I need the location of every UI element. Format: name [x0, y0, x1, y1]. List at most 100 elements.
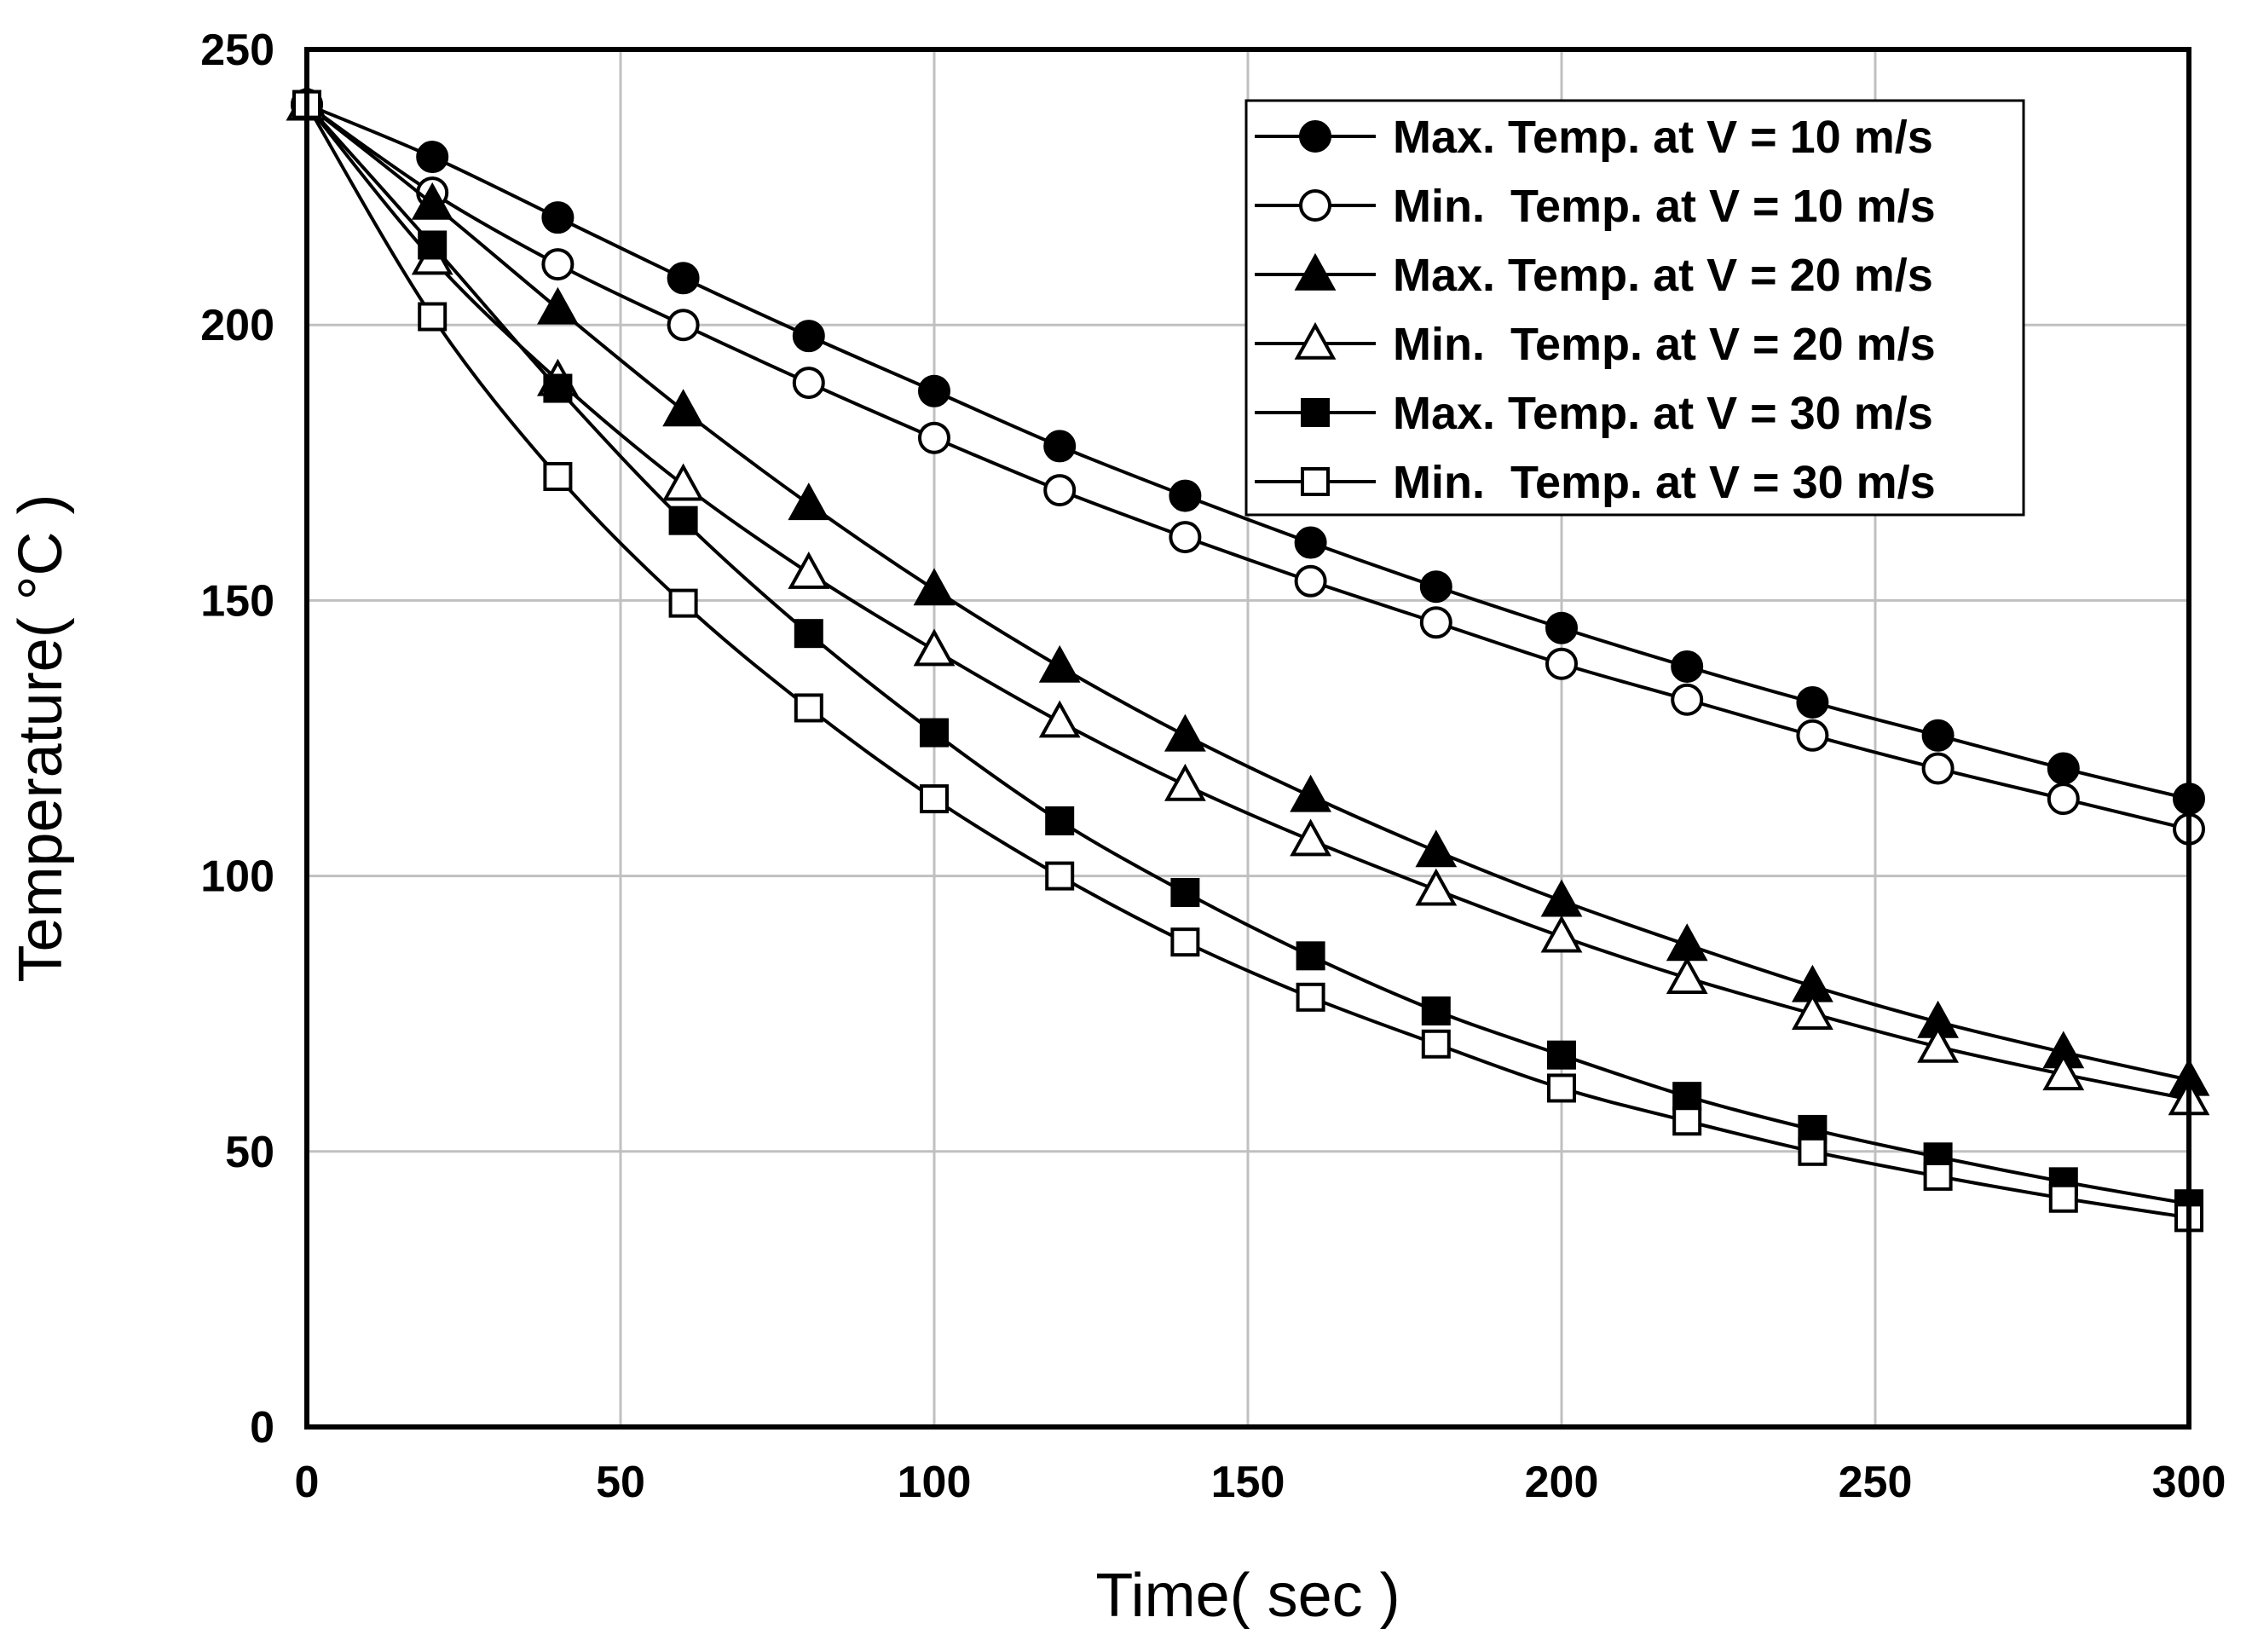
data-point — [1299, 189, 1331, 222]
data-point — [1540, 879, 1583, 917]
x-tick-label: 150 — [1211, 1458, 1285, 1507]
data-point — [1038, 700, 1081, 738]
data-point — [1294, 321, 1337, 360]
legend-item: Max. Temp. at V = 20 m/s — [1255, 250, 1933, 301]
data-point — [662, 463, 704, 501]
tick-labels: 0 50 100 150 200 250 300 0 50 100 150 200 250 — [200, 26, 2226, 1507]
data-point — [541, 201, 575, 234]
data-point — [1164, 713, 1206, 752]
data-point — [1666, 923, 1708, 962]
legend: Max. Temp. at V = 10 m/s Min. Temp. at V … — [1244, 99, 2025, 517]
data-point — [1798, 1136, 1828, 1166]
data-point — [1294, 526, 1327, 559]
data-point — [1290, 818, 1331, 857]
data-point — [668, 505, 698, 535]
data-point — [1164, 763, 1206, 801]
data-point — [1671, 683, 1704, 716]
legend-label: Min. Temp. at V = 10 m/s — [1393, 181, 1936, 232]
data-point — [1421, 1029, 1451, 1059]
data-point — [788, 551, 830, 589]
data-point — [1296, 941, 1325, 971]
data-point — [1917, 1025, 1959, 1063]
series-3 — [286, 83, 2210, 1096]
data-point — [1671, 650, 1704, 683]
data-point — [1921, 752, 1955, 785]
data-point — [918, 421, 950, 454]
x-tick-label: 300 — [2152, 1458, 2226, 1507]
x-axis-title: Time( sec ) — [1095, 1562, 1400, 1630]
data-point — [1170, 927, 1200, 957]
data-point — [2042, 1053, 2085, 1091]
data-point — [1299, 120, 1331, 153]
data-point — [2047, 752, 2080, 785]
legend-box — [1244, 99, 2025, 517]
legend-label: Max. Temp. at V = 30 m/s — [1393, 388, 1933, 439]
data-point — [1796, 719, 1829, 752]
data-point — [1666, 956, 1708, 994]
data-point — [662, 389, 704, 427]
legend-item: Min. Temp. at V = 30 m/s — [1255, 457, 1936, 508]
data-point — [913, 628, 956, 667]
x-tick-label: 50 — [596, 1458, 645, 1507]
data-point — [913, 568, 956, 606]
data-point — [667, 262, 700, 295]
data-point — [2048, 1183, 2078, 1213]
data-point — [541, 248, 575, 281]
data-point — [667, 309, 700, 342]
data-point — [792, 320, 825, 353]
data-point — [1792, 992, 1833, 1030]
data-point — [2047, 783, 2080, 816]
legend-item: Min. Temp. at V = 10 m/s — [1255, 181, 1936, 232]
data-point — [1419, 570, 1452, 604]
data-point — [1540, 915, 1583, 953]
series-line — [305, 103, 2190, 1101]
data-point — [1294, 564, 1327, 598]
x-tick-label: 200 — [1525, 1458, 1599, 1507]
y-tick-label: 250 — [200, 26, 274, 75]
legend-label: Max. Temp. at V = 20 m/s — [1393, 250, 1933, 301]
data-point — [416, 141, 449, 174]
data-point — [1169, 479, 1202, 512]
x-tick-label: 0 — [295, 1458, 320, 1507]
data-point — [794, 693, 823, 723]
data-point — [1921, 719, 1955, 752]
data-point — [920, 784, 949, 814]
data-point — [1545, 611, 1578, 644]
data-point — [788, 482, 830, 521]
data-point — [1045, 861, 1075, 891]
data-point — [1043, 474, 1077, 507]
data-point — [1545, 647, 1578, 680]
data-point — [668, 588, 698, 618]
series-line — [305, 103, 2190, 1082]
data-point — [537, 286, 579, 325]
plot-frame — [304, 47, 2191, 1430]
legend-item: Min. Temp. at V = 20 m/s — [1255, 319, 1936, 370]
data-point — [1415, 829, 1458, 868]
data-point — [1301, 398, 1330, 427]
data-point — [1672, 1106, 1702, 1136]
data-point — [1290, 774, 1331, 812]
data-point — [1415, 868, 1458, 906]
data-point — [1043, 430, 1077, 463]
series-line — [306, 102, 2190, 801]
data-point — [1421, 996, 1451, 1025]
data-point — [1296, 982, 1325, 1012]
y-tick-label: 150 — [200, 576, 274, 626]
data-point — [411, 182, 453, 220]
y-tick-label: 0 — [250, 1403, 274, 1453]
legend-label: Min. Temp. at V = 20 m/s — [1393, 319, 1936, 370]
legend-label: Max. Temp. at V = 10 m/s — [1393, 112, 1933, 163]
data-point — [1045, 806, 1075, 835]
data-point — [1169, 521, 1202, 554]
legend-item: Max. Temp. at V = 10 m/s — [1255, 112, 1933, 163]
data-point — [920, 718, 949, 748]
y-tick-label: 100 — [200, 852, 274, 902]
y-tick-label: 50 — [225, 1128, 274, 1177]
y-axis-title: Temperature( °C ) — [7, 494, 75, 983]
data-point — [418, 302, 448, 332]
x-tick-label: 250 — [1839, 1458, 1913, 1507]
data-point — [1294, 252, 1337, 291]
data-point — [794, 619, 823, 649]
data-point — [543, 461, 573, 491]
